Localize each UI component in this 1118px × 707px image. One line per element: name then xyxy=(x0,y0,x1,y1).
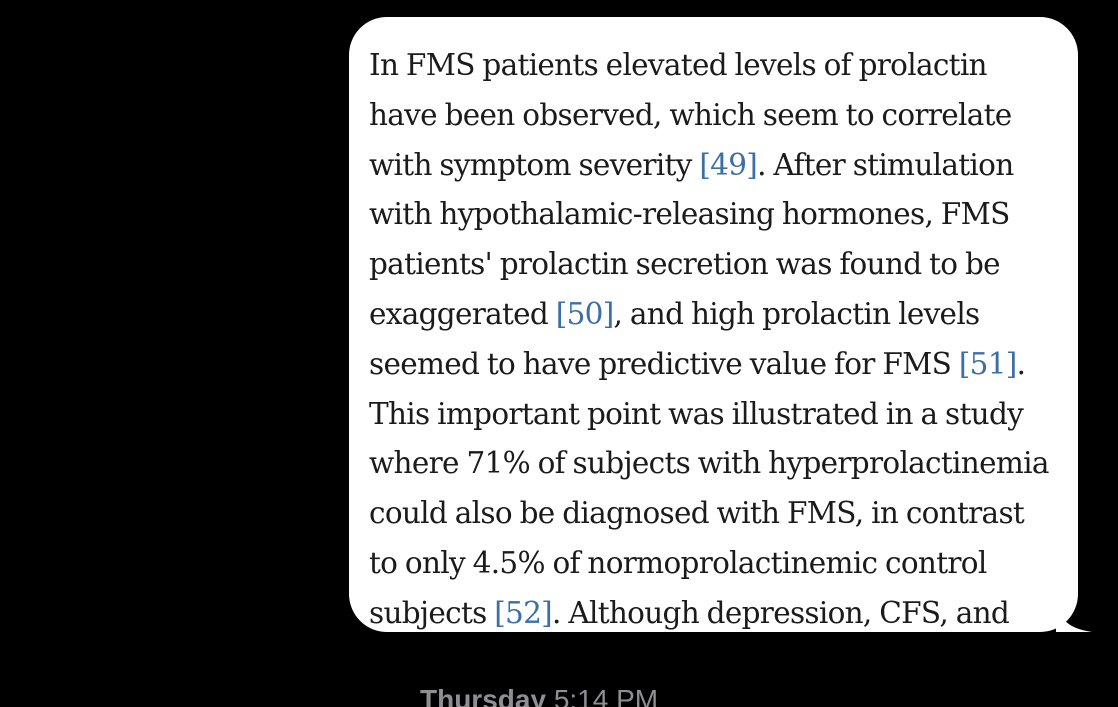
message-text-segment: . xyxy=(1016,346,1026,381)
bubble-clip: In FMS patients elevated levels of prola… xyxy=(349,17,1078,632)
message-text-segment: In FMS patients elevated levels of prola… xyxy=(369,48,988,82)
message-text-segment: could also be diagnosed with FMS, in con… xyxy=(369,496,1025,531)
timestamp-time: 5:14 PM xyxy=(553,684,659,707)
message-text-segment: where 71% of subjects with hyperprolacti… xyxy=(369,446,1049,481)
message-line: with hypothalamic-releasing hormones, FM… xyxy=(369,190,1078,240)
bubble-tail xyxy=(1056,592,1092,632)
message-text: In FMS patients elevated levels of prola… xyxy=(369,41,1078,632)
message-text-segment: . After stimulation xyxy=(757,147,1014,182)
message-bubble[interactable]: In FMS patients elevated levels of prola… xyxy=(349,17,1092,632)
message-line: with symptom severity [49]. After stimul… xyxy=(369,141,1078,191)
message-text-segment: have been observed, which seem to correl… xyxy=(369,97,1012,132)
message-text-segment: , and high prolactin levels xyxy=(613,296,981,331)
message-text-segment: seemed to have predictive value for FMS xyxy=(369,346,959,381)
citation-link[interactable]: [52] xyxy=(494,595,552,630)
message-text-segment: . Although depression, CFS, and xyxy=(552,595,1010,630)
citation-link[interactable]: [49] xyxy=(699,147,758,182)
message-line: have been observed, which seem to correl… xyxy=(369,91,1078,141)
message-line: seemed to have predictive value for FMS … xyxy=(369,340,1078,390)
message-text-segment: with symptom severity xyxy=(369,147,700,182)
message-timestamp: Thursday 5:14 PM xyxy=(420,684,658,707)
message-line: In FMS patients elevated levels of prola… xyxy=(369,41,1078,91)
message-line: where 71% of subjects with hyperprolacti… xyxy=(369,439,1078,489)
message-text-segment: to only 4.5% of normoprolactinemic contr… xyxy=(369,545,987,580)
message-text-segment: exaggerated xyxy=(369,296,556,331)
citation-link[interactable]: [51] xyxy=(958,346,1017,381)
message-line: could also be diagnosed with FMS, in con… xyxy=(369,489,1078,539)
message-line: exaggerated [50], and high prolactin lev… xyxy=(369,290,1078,340)
message-line: to only 4.5% of normoprolactinemic contr… xyxy=(369,539,1078,589)
message-line: This important point was illustrated in … xyxy=(369,390,1078,440)
message-line: subjects [52]. Although depression, CFS,… xyxy=(369,589,1078,632)
timestamp-day: Thursday xyxy=(420,684,547,707)
message-text-segment: This important point was illustrated in … xyxy=(369,396,1024,431)
message-line: patients' prolactin secretion was found … xyxy=(369,240,1078,290)
message-text-segment: subjects xyxy=(369,595,495,630)
message-text-segment: patients' prolactin secretion was found … xyxy=(369,247,1001,282)
citation-link[interactable]: [50] xyxy=(555,296,614,331)
message-text-segment: with hypothalamic-releasing hormones, FM… xyxy=(369,197,1010,232)
